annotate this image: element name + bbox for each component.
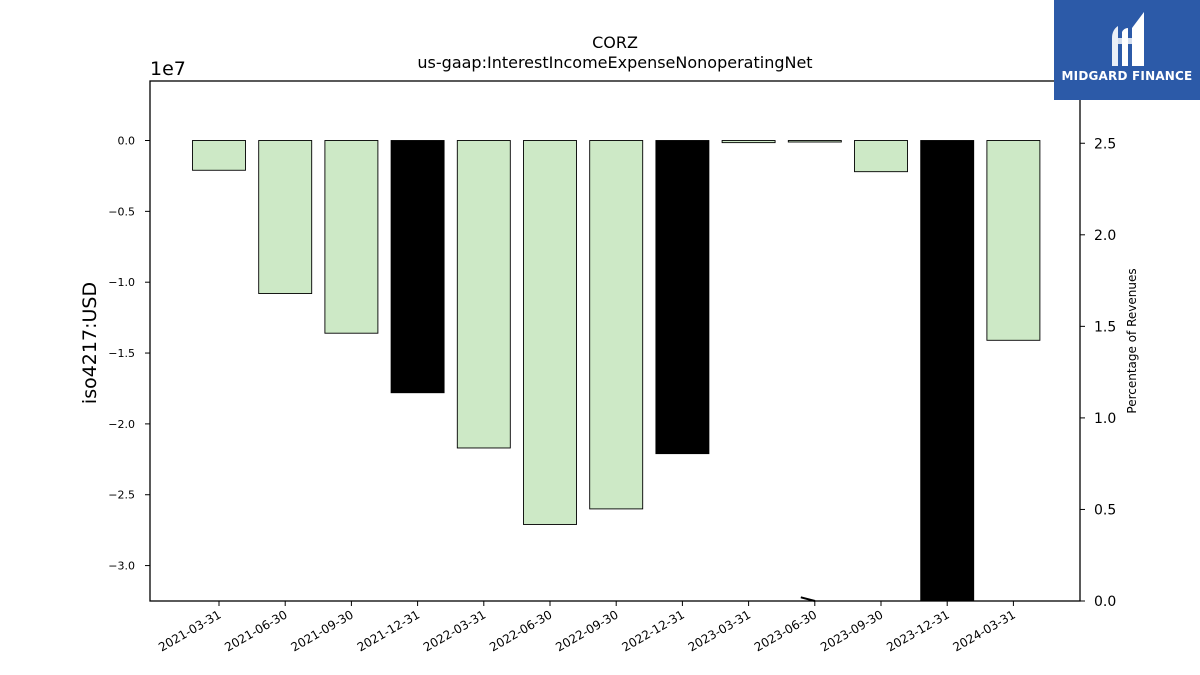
plot-frame	[149, 80, 1081, 602]
y-axis-ticks: 0.0 −0.5 −1.0 −1.5 −2.0 −2.5 −3.0	[108, 135, 150, 573]
y2-tick-label: 1.5	[1094, 319, 1116, 335]
bar-2023-03-31	[721, 140, 776, 144]
midgard-logo-icon	[1112, 12, 1144, 66]
x-tick-label: 2022-03-31	[421, 607, 488, 654]
chart-subtitle: us-gaap:InterestIncomeExpenseNonoperatin…	[417, 53, 812, 72]
bar-2021-06-30	[258, 140, 313, 294]
y2-tick-label: 0.5	[1094, 502, 1116, 518]
bar-2023-09-30	[854, 140, 908, 173]
x-tick-label: 2021-12-31	[355, 607, 422, 654]
y2-axis-ticks: 0.0 0.5 1.0 1.5 2.0 2.5	[1080, 136, 1116, 610]
x-tick-label: 2021-09-30	[288, 607, 355, 654]
y-offset-label: 1e7	[150, 58, 186, 80]
x-tick-label: 2024-03-31	[950, 607, 1017, 654]
bar-2023-12-31	[920, 140, 975, 602]
chart-title: CORZ	[592, 33, 638, 52]
x-axis-ticks: 2021-03-312021-06-302021-09-302021-12-31…	[156, 601, 1018, 654]
bar-2024-03-31	[986, 140, 1041, 341]
bar-2022-12-31	[655, 140, 710, 455]
bar-2021-03-31	[192, 140, 246, 171]
x-tick-label: 2023-09-30	[818, 607, 885, 654]
y-tick-label: −2.0	[108, 418, 135, 431]
y-tick-label: −3.0	[108, 560, 135, 573]
bar-2022-03-31	[456, 140, 511, 449]
y2-tick-label: 2.5	[1094, 136, 1116, 152]
x-tick-label: 2022-09-30	[553, 607, 620, 654]
x-tick-label: 2023-06-30	[752, 607, 819, 654]
bars-group	[192, 140, 1041, 602]
x-tick-label: 2022-12-31	[619, 607, 686, 654]
y-tick-label: −1.0	[108, 276, 135, 289]
bar-2021-09-30	[324, 140, 379, 334]
y2-tick-label: 0.0	[1094, 594, 1116, 610]
y-tick-label: −1.5	[108, 347, 135, 360]
logo-text: MIDGARD FINANCE	[1061, 69, 1193, 83]
x-tick-label: 2022-06-30	[487, 607, 554, 654]
x-tick-label: 2023-12-31	[884, 607, 951, 654]
midgard-finance-logo: MIDGARD FINANCE	[1054, 0, 1200, 100]
x-tick-label: 2021-06-30	[222, 607, 289, 654]
y2-axis-label: Percentage of Revenues	[1125, 268, 1139, 413]
x-tick-label: 2021-03-31	[156, 607, 223, 654]
y-tick-label: −0.5	[108, 205, 135, 218]
x-tick-label: 2023-03-31	[686, 607, 753, 654]
bar-2021-12-31	[390, 140, 445, 394]
y-tick-label: −2.5	[108, 489, 135, 502]
y2-tick-label: 2.0	[1094, 228, 1116, 244]
y-tick-label: 0.0	[118, 135, 136, 148]
y-axis-label: iso4217:USD	[79, 282, 101, 404]
bar-2023-06-30	[787, 140, 842, 143]
y2-tick-label: 1.0	[1094, 411, 1116, 427]
bar-2022-06-30	[523, 140, 577, 525]
bar-2022-09-30	[589, 140, 644, 510]
